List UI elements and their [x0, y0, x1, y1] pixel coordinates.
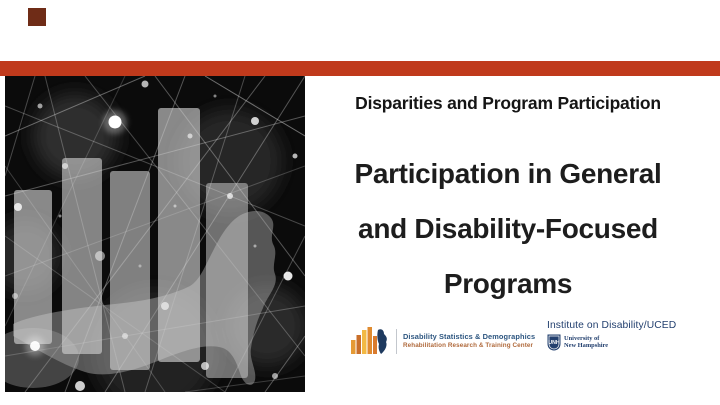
title-line-2: and Disability-Focused — [358, 213, 658, 244]
bar-chart-us-map-icon — [351, 327, 387, 354]
stats-rrtc-logo: Disability Statistics & Demographics Reh… — [348, 323, 535, 359]
slide-title: Participation in General and Disability-… — [306, 146, 710, 311]
accent-square — [28, 8, 46, 26]
iod-uced-logo: Institute on Disability/UCED UNH Univers… — [547, 320, 676, 351]
title-line-3: Programs — [443, 268, 573, 299]
univ-line-1: University of — [564, 335, 600, 342]
unh-monogram: UNH — [548, 340, 559, 346]
iod-logo-title: Institute on Disability/UCED — [547, 320, 677, 331]
title-line-1: Participation in General — [354, 158, 662, 189]
kicker-heading: Disparities and Program Participation — [355, 93, 661, 113]
network-photo-panel — [5, 76, 305, 392]
accent-bar — [0, 61, 720, 76]
univ-line-2: New Hampshire — [564, 342, 609, 350]
unh-shield-icon: UNH — [547, 334, 561, 351]
stats-logo-line1: Disability Statistics & Demographics — [403, 331, 536, 341]
network-background-graphic — [5, 76, 305, 392]
stats-logo-line2: Rehabilitation Research & Training Cente… — [403, 341, 534, 349]
logo-divider — [396, 328, 397, 354]
